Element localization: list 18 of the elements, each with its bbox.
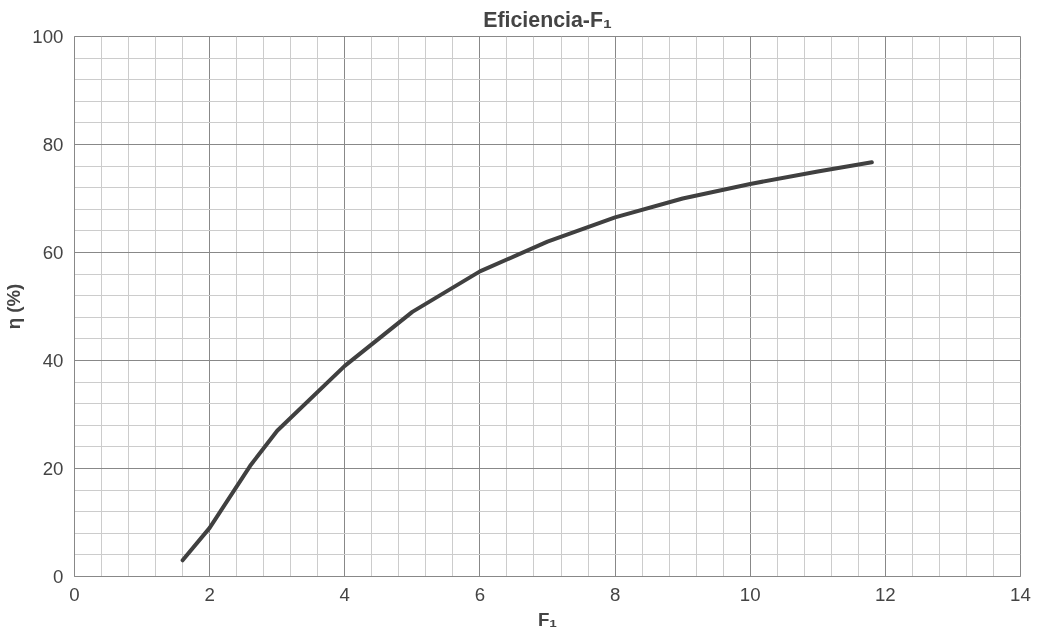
line-series <box>180 160 874 563</box>
y-tick-label: 80 <box>42 134 64 155</box>
y-tick-label: 100 <box>32 26 64 47</box>
x-tick-label: 8 <box>609 583 621 605</box>
x-tick-label: 0 <box>69 583 80 605</box>
y-tick-label: 60 <box>42 242 64 263</box>
y-tick-label: 40 <box>42 350 64 371</box>
x-axis-title: F₁ <box>537 608 558 630</box>
x-tick-label: 10 <box>739 583 761 605</box>
x-tick-label: 12 <box>874 583 896 605</box>
x-tick-label: 14 <box>1010 583 1031 605</box>
x-tick-label: 6 <box>474 583 486 605</box>
x-tick-label: 4 <box>339 583 350 605</box>
x-tick-label: 2 <box>204 583 215 605</box>
y-tick-label: 20 <box>42 458 64 479</box>
chart-title: Eficiencia-F₁ <box>483 7 612 32</box>
y-axis-title: η (%) <box>3 283 25 330</box>
y-tick-label: 0 <box>53 566 64 587</box>
